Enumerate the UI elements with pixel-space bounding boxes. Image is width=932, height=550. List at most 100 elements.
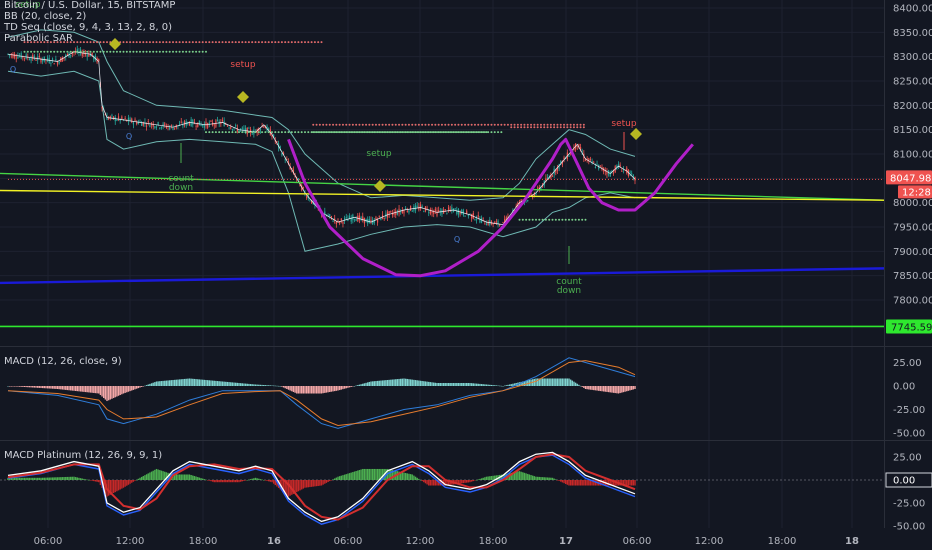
candle[interactable] xyxy=(58,61,60,64)
time-tick-label[interactable]: 06:00 xyxy=(334,536,363,547)
candle[interactable] xyxy=(93,56,95,60)
candle[interactable] xyxy=(558,164,560,169)
blue-trendline[interactable] xyxy=(0,267,885,285)
candle[interactable] xyxy=(550,175,552,179)
macd-legend[interactable]: MACD (12, 26, close, 9) xyxy=(4,356,122,367)
candle[interactable] xyxy=(208,122,210,125)
candle[interactable] xyxy=(78,51,80,53)
candle[interactable] xyxy=(477,215,479,217)
candle[interactable] xyxy=(235,125,237,127)
candle[interactable] xyxy=(114,117,116,122)
candle[interactable] xyxy=(459,211,461,215)
candle[interactable] xyxy=(560,160,562,163)
candle[interactable] xyxy=(393,212,395,215)
candle[interactable] xyxy=(434,208,436,212)
candle[interactable] xyxy=(42,60,44,62)
candle[interactable] xyxy=(207,123,209,128)
candle[interactable] xyxy=(47,57,49,61)
candle[interactable] xyxy=(223,121,225,127)
candle[interactable] xyxy=(452,208,455,213)
candle[interactable] xyxy=(579,146,582,151)
candle[interactable] xyxy=(332,220,334,222)
candle[interactable] xyxy=(494,221,496,224)
candle[interactable] xyxy=(631,173,633,175)
candle[interactable] xyxy=(109,116,111,119)
macd-tick-label[interactable]: -25.00 xyxy=(893,405,925,416)
candle[interactable] xyxy=(555,169,557,173)
candle[interactable] xyxy=(423,211,425,213)
candle[interactable] xyxy=(632,174,634,177)
candle[interactable] xyxy=(53,63,55,65)
candle[interactable] xyxy=(251,133,253,135)
yellow-trendline[interactable] xyxy=(0,189,885,201)
candle[interactable] xyxy=(314,203,316,205)
candle[interactable] xyxy=(271,135,273,138)
candle[interactable] xyxy=(91,52,93,56)
candle[interactable] xyxy=(436,210,438,216)
candle[interactable] xyxy=(160,126,163,129)
candle[interactable] xyxy=(33,55,35,59)
candle[interactable] xyxy=(236,128,238,132)
candle[interactable] xyxy=(418,206,420,210)
candle[interactable] xyxy=(200,123,202,126)
candle[interactable] xyxy=(22,56,24,58)
candle[interactable] xyxy=(551,175,554,177)
last-price-tag[interactable] xyxy=(886,170,932,185)
candle[interactable] xyxy=(492,223,494,225)
candle[interactable] xyxy=(340,218,342,221)
candle[interactable] xyxy=(360,216,362,219)
candle[interactable] xyxy=(629,171,631,174)
candle[interactable] xyxy=(466,210,468,214)
candle[interactable] xyxy=(484,223,486,225)
time-tick-label[interactable]: 12:00 xyxy=(695,536,724,547)
candle[interactable] xyxy=(568,155,570,157)
candle[interactable] xyxy=(565,158,567,160)
candle[interactable] xyxy=(461,209,463,214)
candle[interactable] xyxy=(324,211,326,215)
candle[interactable] xyxy=(121,116,123,119)
candle[interactable] xyxy=(230,127,232,129)
candle[interactable] xyxy=(188,123,191,126)
candle[interactable] xyxy=(113,116,115,120)
candle[interactable] xyxy=(606,171,608,175)
candle[interactable] xyxy=(353,219,356,221)
candle[interactable] xyxy=(311,199,313,204)
candle[interactable] xyxy=(56,61,59,65)
candle[interactable] xyxy=(243,128,245,130)
candle[interactable] xyxy=(471,214,473,219)
candle[interactable] xyxy=(210,120,212,122)
candle[interactable] xyxy=(137,121,139,124)
candle[interactable] xyxy=(530,192,532,195)
candle[interactable] xyxy=(108,117,110,120)
candle[interactable] xyxy=(129,118,131,122)
macd-title[interactable]: MACD (12, 26, close, 9) xyxy=(4,356,122,367)
candle[interactable] xyxy=(403,210,405,214)
price-tick-label[interactable]: 8150.00 xyxy=(893,125,932,136)
candle[interactable] xyxy=(546,177,549,179)
candle[interactable] xyxy=(479,219,481,223)
time-tick-label[interactable]: 18 xyxy=(845,536,859,547)
candle[interactable] xyxy=(216,119,219,121)
candle[interactable] xyxy=(329,214,331,217)
candle[interactable] xyxy=(487,221,489,225)
candle[interactable] xyxy=(146,125,148,127)
candle[interactable] xyxy=(180,121,182,123)
macd-tick-label[interactable]: -50.00 xyxy=(893,429,925,440)
candle[interactable] xyxy=(291,168,293,170)
candle[interactable] xyxy=(499,224,501,226)
price-tick-label[interactable]: 7950.00 xyxy=(893,223,932,234)
candle[interactable] xyxy=(588,158,590,162)
main-legend[interactable]: Bitcoin / U.S. Dollar, 15, BITSTAMP BB (… xyxy=(4,0,175,44)
candle[interactable] xyxy=(17,56,19,59)
candle[interactable] xyxy=(174,127,176,129)
candle[interactable] xyxy=(609,173,611,177)
candle[interactable] xyxy=(337,219,339,221)
candle[interactable] xyxy=(599,165,601,167)
candle[interactable] xyxy=(297,178,299,180)
candle[interactable] xyxy=(507,216,509,218)
candle[interactable] xyxy=(165,126,167,128)
candle[interactable] xyxy=(225,124,227,126)
candle[interactable] xyxy=(535,193,537,195)
candle[interactable] xyxy=(306,196,308,198)
